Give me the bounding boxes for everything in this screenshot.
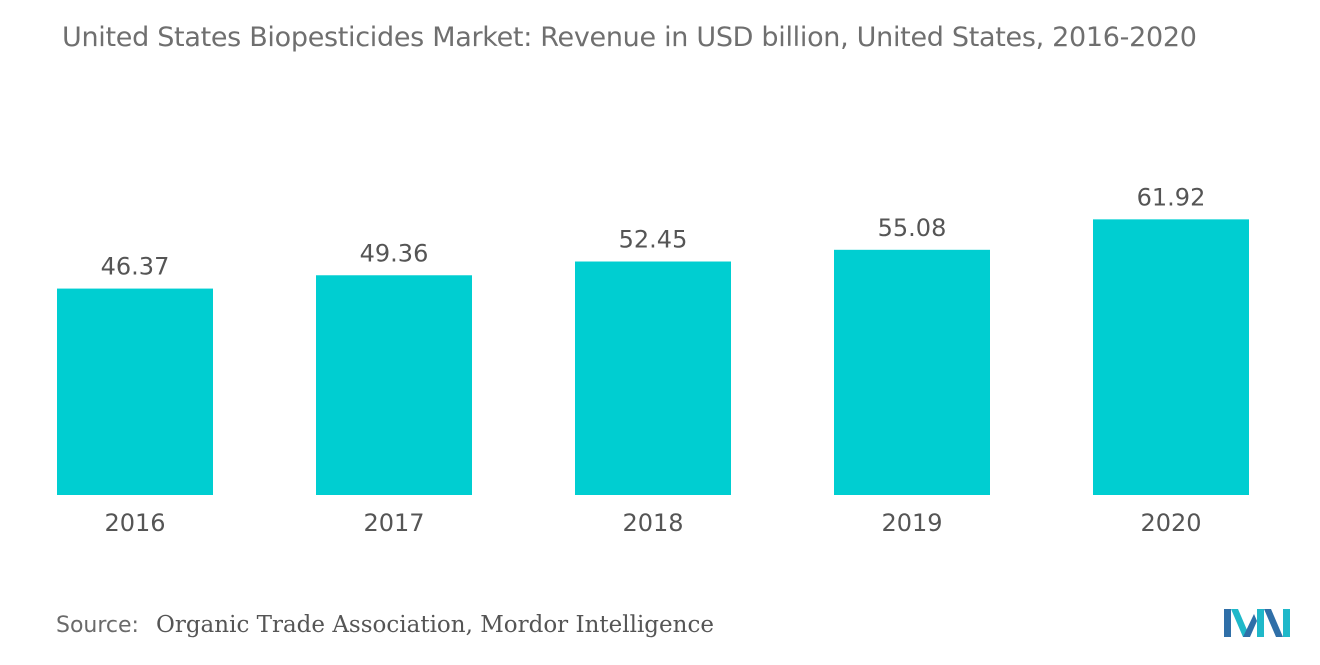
bar-chart: 46.37 2016 49.36 2017 52.45 2018 55.08 2019 61.9… bbox=[57, 183, 1249, 537]
source-label: Source: bbox=[56, 613, 139, 638]
value-label-2020: 61.92 bbox=[1137, 183, 1206, 211]
x-tick-label-2016: 2016 bbox=[104, 509, 165, 537]
source-note: Source: Organic Trade Association, Mordo… bbox=[56, 612, 714, 638]
value-label-2016: 46.37 bbox=[101, 253, 170, 281]
mordor-intelligence-logo-icon bbox=[1224, 609, 1290, 637]
bar-2017 bbox=[316, 275, 472, 495]
x-tick-label-2019: 2019 bbox=[881, 509, 942, 537]
source-text: Organic Trade Association, Mordor Intell… bbox=[155, 612, 714, 638]
value-label-2018: 52.45 bbox=[619, 226, 688, 254]
chart-title: United States Biopesticides Market: Reve… bbox=[62, 22, 1197, 53]
value-label-2019: 55.08 bbox=[878, 214, 947, 242]
x-tick-label-2020: 2020 bbox=[1140, 509, 1201, 537]
x-tick-label-2018: 2018 bbox=[622, 509, 683, 537]
bar-2018 bbox=[575, 261, 731, 495]
bar-2019 bbox=[834, 249, 990, 495]
bar-2020 bbox=[1093, 219, 1249, 495]
value-label-2017: 49.36 bbox=[360, 239, 429, 267]
bar-2016 bbox=[57, 288, 213, 495]
x-tick-label-2017: 2017 bbox=[363, 509, 424, 537]
